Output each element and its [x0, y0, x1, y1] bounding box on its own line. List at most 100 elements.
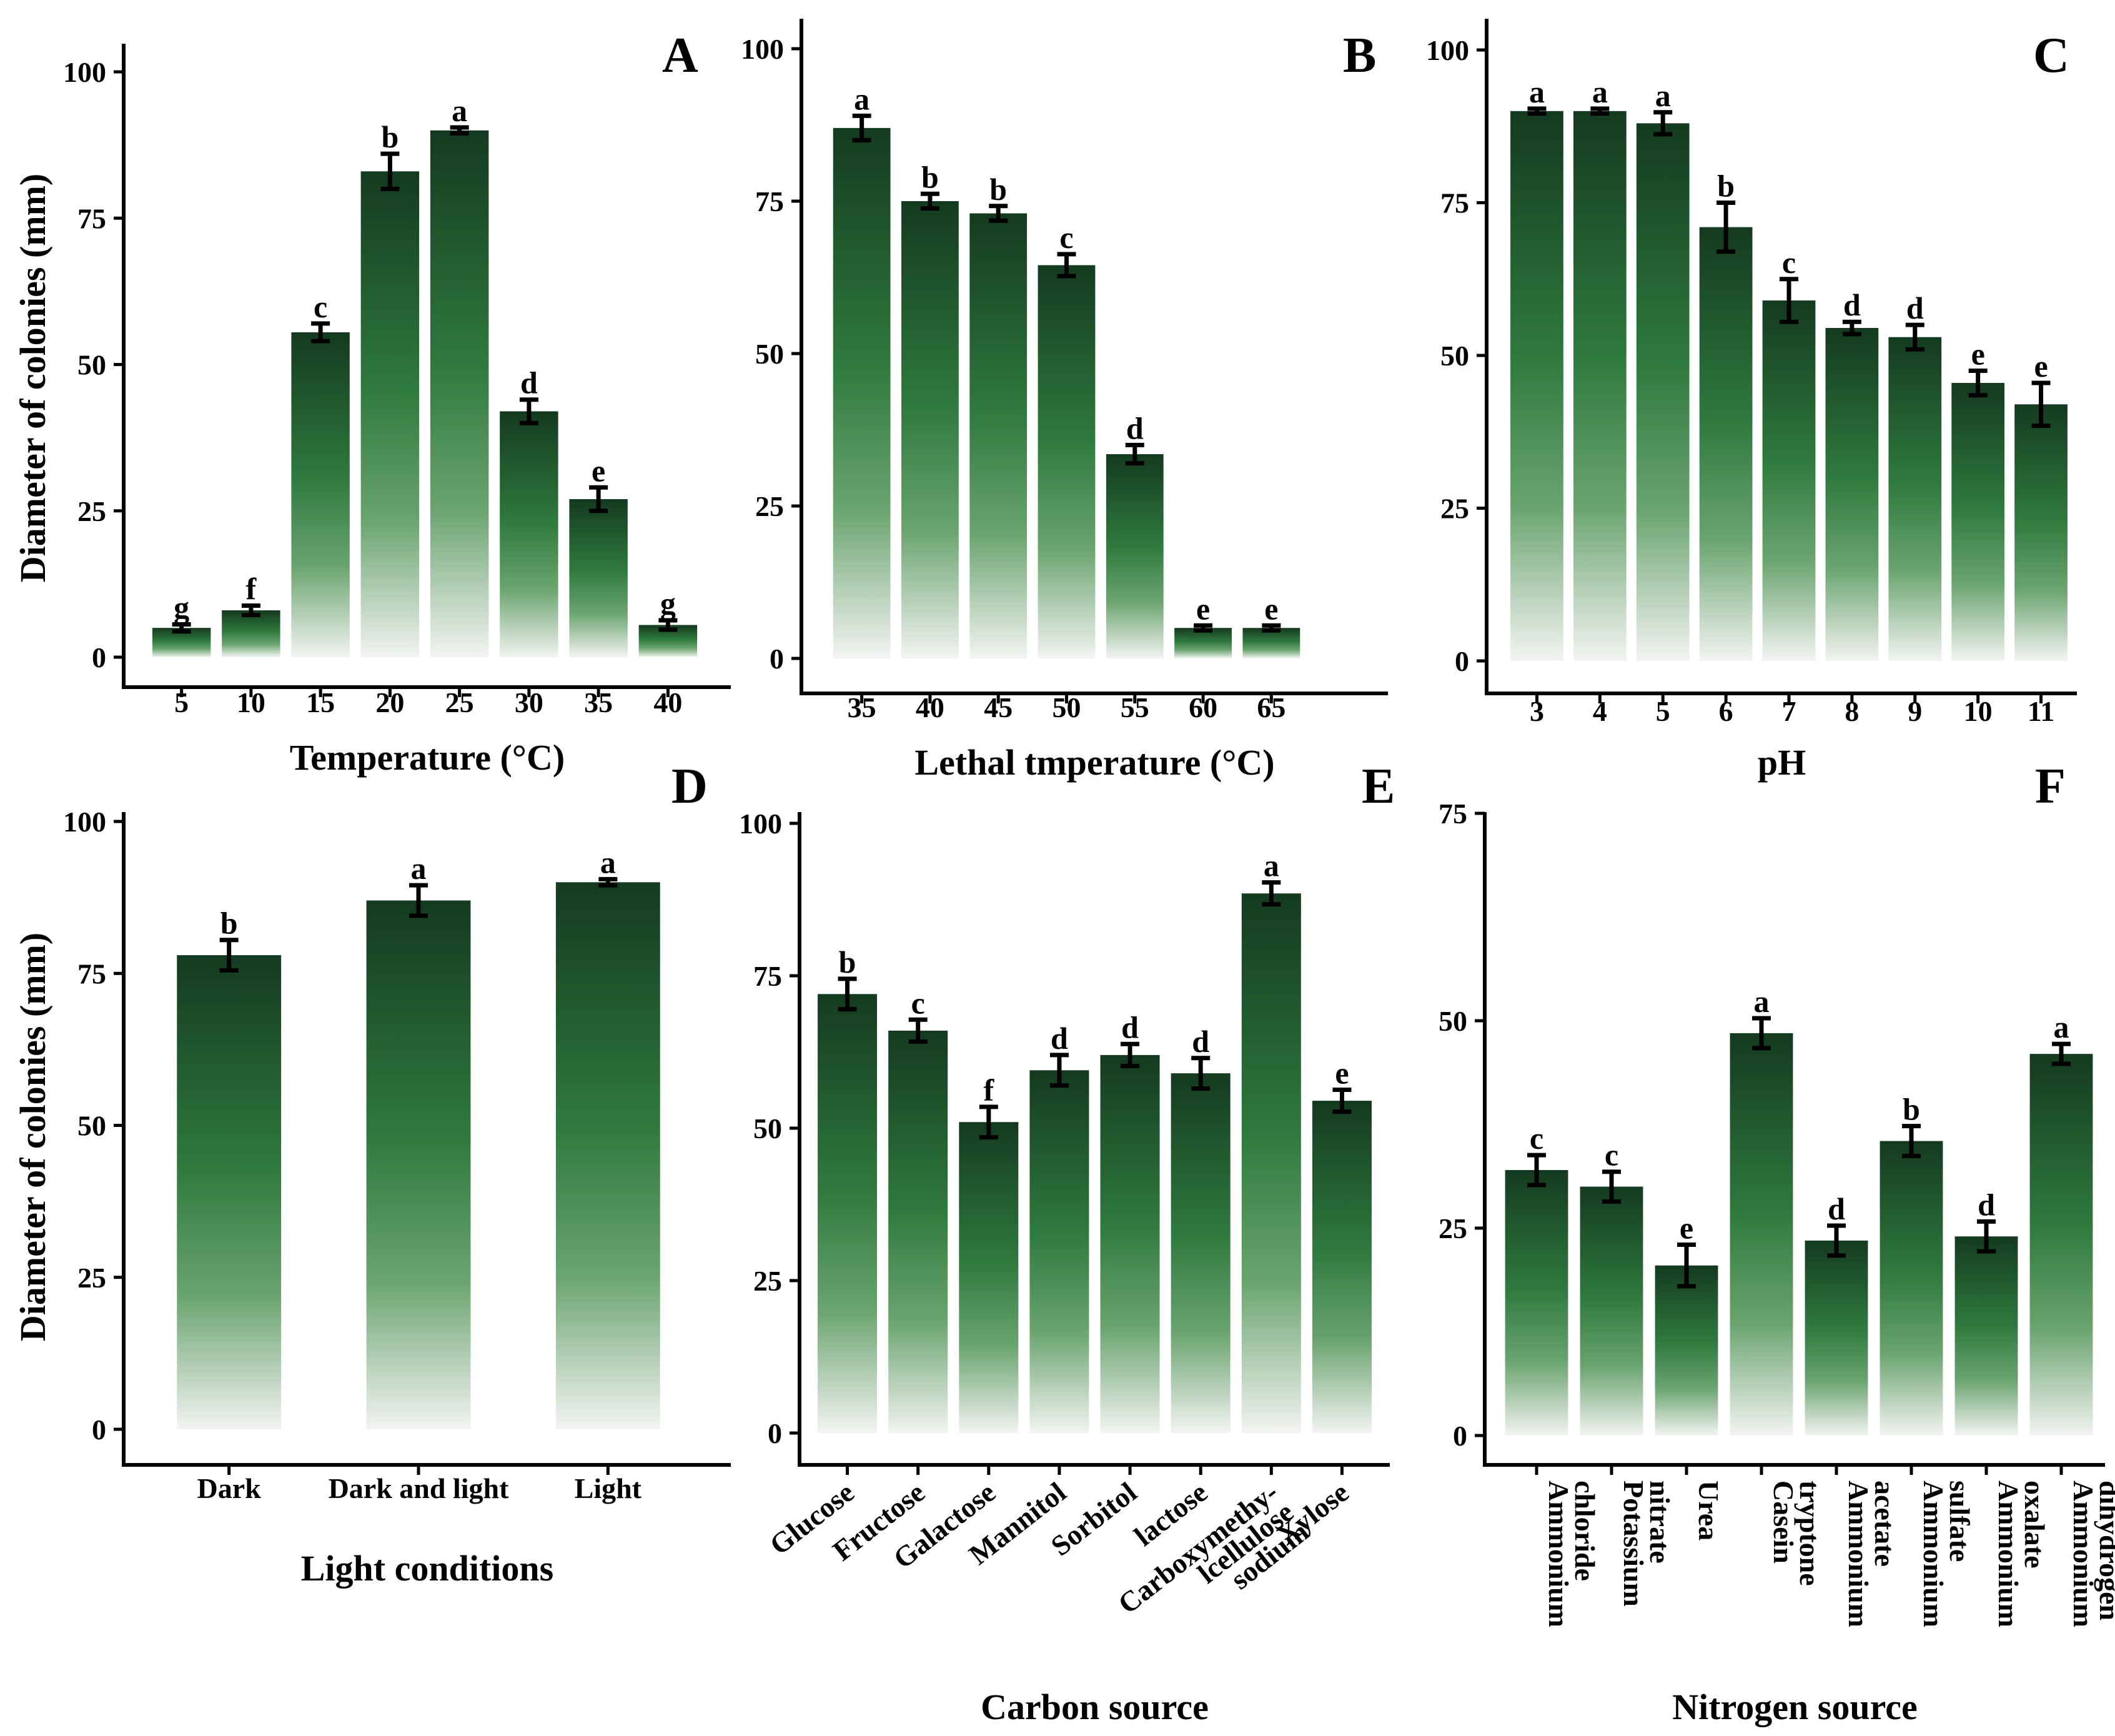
x-tick-label: Urea — [1693, 1481, 1725, 1540]
error-bar — [1057, 252, 1076, 279]
x-tick-label: 3 — [1530, 695, 1544, 727]
y-tick-label: 0 — [92, 1414, 106, 1446]
x-tick-label: 5 — [174, 687, 189, 718]
error-bar — [1191, 1056, 1211, 1091]
y-tick-label: 50 — [1439, 1005, 1467, 1037]
y-tick-label: 50 — [753, 1113, 782, 1144]
y-tick-label: 0 — [770, 643, 784, 675]
significance-letter: b — [921, 159, 939, 194]
panel-C: 0 25 50 75 100 a 3 a 4 a 5 b 6 c 7 d 8 d 9 e 10 e 11 pH C — [1426, 19, 2077, 783]
y-tick-label: 25 — [753, 1265, 782, 1297]
significance-letter: e — [1680, 1211, 1693, 1246]
x-axis-title: pH — [1758, 742, 1806, 783]
significance-letter: d — [1828, 1191, 1845, 1226]
significance-letter: b — [1903, 1092, 1920, 1127]
bar-B-4 — [1038, 265, 1096, 659]
x-tick-label: 40 — [653, 687, 682, 718]
bar-C-2 — [1573, 111, 1627, 662]
panel-D: 0 25 50 75 100 b Dark a Dark and light a Light Ligh… — [12, 759, 731, 1589]
x-tick-label: 6 — [1719, 695, 1733, 727]
error-bar — [1842, 319, 1861, 337]
y-tick-label: 100 — [63, 56, 106, 88]
significance-letter: b — [220, 906, 238, 941]
panel-E: 0255075100bGlucosecFructosefGalactosedMa… — [739, 759, 1395, 1727]
significance-letter: a — [452, 93, 467, 128]
x-tick-label: Caseintryptone — [1768, 1481, 1826, 1586]
x-tick-label: Potassiumnitrate — [1618, 1481, 1676, 1607]
significance-letter: c — [1530, 1121, 1543, 1156]
bar-C-8 — [1951, 383, 2005, 661]
y-tick-label: 50 — [77, 1110, 106, 1142]
error-bar — [450, 125, 469, 136]
bar-B-7 — [1242, 628, 1300, 658]
bar-E-2 — [888, 1030, 948, 1433]
error-bar — [1602, 1169, 1621, 1204]
bar-E-1 — [818, 994, 878, 1433]
x-tick-label: 15 — [306, 687, 335, 718]
error-bar — [1194, 623, 1213, 633]
error-bar — [1968, 368, 1988, 398]
significance-letter: e — [2034, 349, 2048, 384]
error-bar — [1121, 1041, 1140, 1068]
error-bar — [1653, 110, 1673, 137]
x-tick-label: Ammoniumsulfate — [1918, 1481, 1976, 1627]
bar-B-6 — [1174, 628, 1232, 658]
error-bar — [409, 883, 428, 918]
y-tick-label: 75 — [77, 958, 106, 990]
x-tick-label: 35 — [584, 687, 613, 718]
significance-letter: c — [1059, 220, 1073, 255]
significance-letter: d — [1121, 1009, 1139, 1044]
panel-A: 0 25 50 75 100 g 5 f 10 c 15 b 20 a 25 d 30 e 35 g 40 Tempera… — [12, 28, 731, 778]
significance-letter: e — [1971, 336, 1985, 371]
error-bar — [1752, 1016, 1771, 1051]
bar-A-4 — [360, 171, 420, 657]
significance-letter: c — [314, 289, 327, 324]
y-tick-label: 50 — [1440, 340, 1469, 372]
y-tick-label: 25 — [1440, 493, 1469, 525]
x-tick-label: Ammoniumacetate — [1843, 1481, 1901, 1627]
bar-F-5 — [1805, 1240, 1868, 1436]
significance-letter: a — [1754, 984, 1770, 1019]
bar-D-1 — [177, 955, 282, 1429]
significance-letter: e — [1264, 591, 1278, 626]
bar-B-2 — [901, 201, 959, 658]
bar-E-8 — [1312, 1101, 1372, 1433]
significance-letter: d — [1192, 1024, 1209, 1059]
error-bar — [1262, 623, 1281, 633]
error-bar — [1716, 201, 1736, 254]
x-tick-label: Light — [575, 1472, 642, 1504]
bar-E-6 — [1171, 1073, 1231, 1433]
significance-letter: a — [411, 851, 427, 886]
x-tick-label: Dark — [197, 1472, 262, 1504]
y-tick-label: 100 — [739, 808, 782, 840]
error-bar — [1262, 880, 1281, 907]
x-tick-label: 25 — [445, 687, 474, 718]
error-bar — [311, 321, 330, 344]
bar-D-3 — [555, 882, 660, 1429]
error-bar — [589, 485, 608, 513]
bar-C-4 — [1699, 227, 1753, 661]
y-tick-label: 75 — [77, 202, 106, 234]
x-tick-label: Ammoniumchloride — [1543, 1481, 1601, 1627]
y-axis-title: Diameter of colonies (mm) — [12, 174, 53, 582]
bar-C-3 — [1636, 123, 1690, 662]
panel-letter: D — [671, 759, 708, 814]
x-tick-label: 60 — [1189, 692, 1217, 723]
y-tick-label: 25 — [755, 490, 784, 522]
bar-A-7 — [569, 499, 628, 657]
y-tick-label: 0 — [1455, 645, 1469, 677]
x-axis-title: Carbon source — [981, 1687, 1209, 1727]
error-bar — [2031, 380, 2051, 428]
error-bar — [1827, 1223, 1846, 1258]
significance-letter: a — [854, 81, 869, 116]
y-tick-label: 75 — [1439, 798, 1467, 830]
significance-letter: a — [1529, 74, 1545, 109]
x-tick-label: 10 — [1964, 695, 1993, 727]
error-bar — [852, 113, 871, 142]
significance-letter: d — [1843, 287, 1861, 322]
error-bar — [219, 938, 239, 973]
error-bar — [989, 204, 1008, 223]
y-tick-label: 75 — [1440, 187, 1469, 219]
error-bar — [598, 876, 618, 888]
